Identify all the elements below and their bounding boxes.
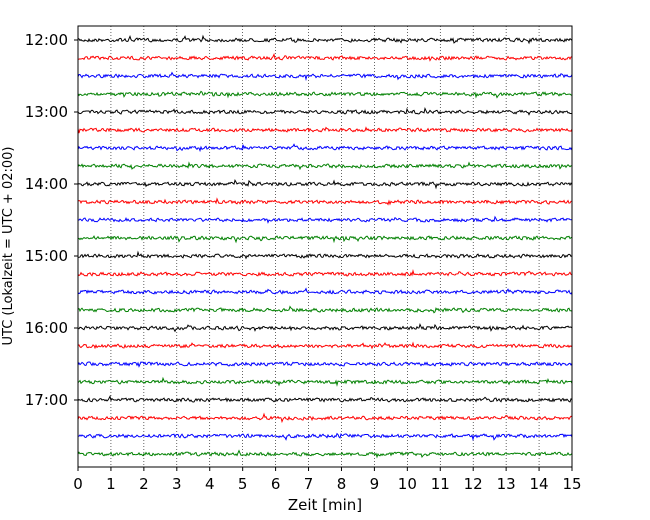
x-tick-label-5: 5: [238, 475, 248, 493]
trace-19: [77, 376, 573, 387]
x-tick-label-13: 13: [497, 475, 516, 493]
trace-5: [77, 126, 573, 134]
trace-15: [77, 305, 573, 314]
y-tick-label-17:00: 17:00: [25, 391, 68, 409]
y-axis-ticks: 12:00 13:00 14:00 15:00 16:00 17:00: [25, 31, 78, 409]
y-tick-label-12:00: 12:00: [25, 31, 68, 49]
trace-7: [77, 161, 573, 171]
trace-12: [77, 250, 573, 260]
trace-21: [77, 412, 573, 424]
trace-8: [77, 179, 573, 190]
trace-16: [77, 322, 573, 333]
x-tick-label-14: 14: [530, 475, 549, 493]
trace-6: [77, 143, 573, 153]
x-tick-label-8: 8: [337, 475, 347, 493]
x-tick-label-10: 10: [398, 475, 417, 493]
plot-background: [78, 26, 572, 467]
trace-11: [77, 235, 573, 244]
trace-2: [77, 71, 573, 82]
trace-0: [77, 34, 573, 45]
x-tick-label-0: 0: [73, 475, 83, 493]
y-axis-label: UTC (Lokalzeit = UTC + 02:00): [1, 147, 16, 346]
trace-18: [77, 361, 573, 368]
trace-17: [77, 341, 573, 350]
x-tick-label-9: 9: [370, 475, 380, 493]
trace-9: [77, 197, 573, 206]
y-tick-label-16:00: 16:00: [25, 319, 68, 337]
x-tick-label-4: 4: [205, 475, 215, 493]
trace-20: [77, 394, 573, 403]
plot-frame: [77, 25, 573, 468]
trace-22: [77, 432, 573, 442]
trace-3: [77, 90, 573, 99]
y-tick-label-14:00: 14:00: [25, 175, 68, 193]
trace-1: [77, 52, 573, 62]
x-axis-label: Zeit [min]: [288, 496, 362, 514]
x-tick-label-6: 6: [271, 475, 281, 493]
trace-14: [77, 287, 573, 295]
x-tick-label-15: 15: [562, 475, 581, 493]
x-tick-label-7: 7: [304, 475, 314, 493]
trace-4: [77, 106, 573, 116]
x-axis-ticks: 0 1 2 3 4 5 6 7 8 9 10 11 12 13 14 15: [73, 467, 582, 493]
y-tick-label-15:00: 15:00: [25, 247, 68, 265]
trace-13: [77, 269, 573, 277]
x-tick-label-3: 3: [172, 475, 182, 493]
trace-23: [77, 449, 573, 459]
y-tick-label-13:00: 13:00: [25, 103, 68, 121]
x-tick-label-2: 2: [139, 475, 149, 493]
x-tick-label-11: 11: [431, 475, 450, 493]
traces: [77, 34, 573, 459]
x-tick-label-12: 12: [464, 475, 483, 493]
x-tick-label-1: 1: [106, 475, 116, 493]
trace-10: [77, 215, 573, 224]
